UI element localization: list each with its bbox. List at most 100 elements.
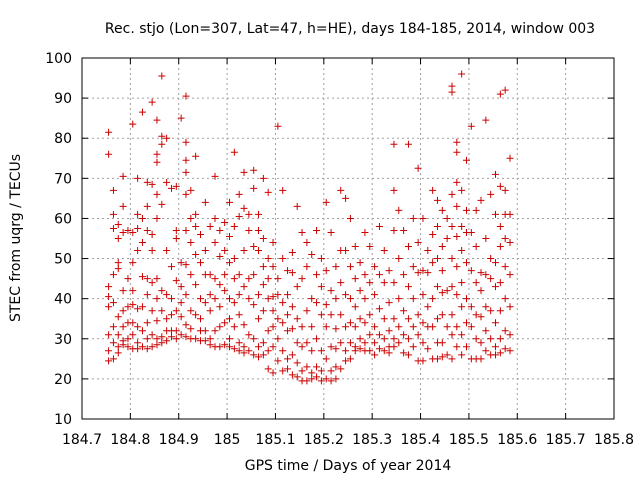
data-point	[346, 295, 354, 303]
data-point	[375, 305, 383, 313]
data-point	[433, 315, 441, 323]
data-point	[366, 347, 374, 355]
data-point	[400, 331, 408, 339]
data-point	[274, 357, 282, 365]
data-point	[356, 287, 364, 295]
data-point	[235, 190, 243, 198]
data-point	[506, 210, 514, 218]
data-point	[182, 138, 190, 146]
data-point	[303, 339, 311, 347]
data-point	[148, 307, 156, 315]
data-point	[332, 363, 340, 371]
data-point	[501, 263, 509, 271]
data-point	[308, 251, 316, 259]
data-point	[201, 327, 209, 335]
data-point	[177, 331, 185, 339]
data-point	[448, 255, 456, 263]
data-point	[438, 267, 446, 275]
data-point	[172, 182, 180, 190]
data-point	[327, 228, 335, 236]
data-point	[346, 355, 354, 363]
data-point	[114, 265, 122, 273]
data-point	[414, 311, 422, 319]
data-point	[105, 347, 113, 355]
data-point	[288, 249, 296, 257]
plot-frame	[81, 57, 615, 420]
data-point	[182, 333, 190, 341]
data-point	[177, 114, 185, 122]
data-point	[404, 335, 412, 343]
data-point	[506, 154, 514, 162]
data-point	[143, 291, 151, 299]
data-point	[153, 150, 161, 158]
data-point	[245, 210, 253, 218]
data-point	[322, 323, 330, 331]
data-point	[284, 291, 292, 299]
data-point	[424, 247, 432, 255]
data-point	[279, 319, 287, 327]
data-point	[342, 194, 350, 202]
data-point	[496, 279, 504, 287]
data-point	[163, 291, 171, 299]
data-point	[438, 353, 446, 361]
y-tick-label: 10	[54, 412, 72, 428]
data-point	[129, 228, 137, 236]
data-point	[109, 271, 117, 279]
data-point	[453, 343, 461, 351]
data-point	[279, 299, 287, 307]
data-point	[346, 339, 354, 347]
data-point	[492, 210, 500, 218]
data-point	[259, 351, 267, 359]
data-point	[303, 307, 311, 315]
data-point	[172, 277, 180, 285]
data-point	[390, 186, 398, 194]
data-point	[366, 331, 374, 339]
data-point	[453, 291, 461, 299]
data-point	[409, 323, 417, 331]
data-point	[182, 261, 190, 269]
data-point	[269, 307, 277, 315]
data-point	[187, 307, 195, 315]
data-point	[366, 243, 374, 251]
data-point	[409, 343, 417, 351]
data-point	[182, 226, 190, 234]
data-point	[138, 214, 146, 222]
data-point	[177, 259, 185, 267]
data-point	[298, 367, 306, 375]
data-point	[187, 214, 195, 222]
data-point	[240, 349, 248, 357]
data-point	[366, 311, 374, 319]
data-point	[172, 235, 180, 242]
data-point	[332, 295, 340, 303]
data-point	[206, 222, 214, 230]
data-point	[235, 339, 243, 347]
data-point	[226, 198, 234, 206]
data-point	[269, 369, 277, 377]
data-point	[114, 220, 122, 228]
data-point	[361, 271, 369, 279]
data-point	[482, 116, 490, 124]
data-point	[230, 323, 238, 331]
data-point	[230, 255, 238, 263]
data-point	[284, 327, 292, 335]
data-point	[221, 218, 229, 226]
data-point	[269, 293, 277, 301]
data-point	[356, 259, 364, 267]
data-point	[356, 335, 364, 343]
data-point	[462, 206, 470, 214]
data-point	[443, 235, 451, 242]
data-point	[177, 313, 185, 321]
data-point	[105, 293, 113, 301]
x-tick-label: 185.2	[304, 432, 344, 448]
data-point	[172, 335, 180, 343]
data-point	[371, 291, 379, 299]
data-point	[467, 303, 475, 311]
data-point	[496, 307, 504, 315]
data-point	[453, 138, 461, 146]
data-point	[327, 377, 335, 385]
x-tick-label: 184.7	[62, 432, 102, 448]
data-point	[119, 228, 127, 236]
y-tick-label: 20	[54, 372, 72, 388]
data-point	[134, 339, 142, 347]
data-point	[255, 353, 263, 361]
